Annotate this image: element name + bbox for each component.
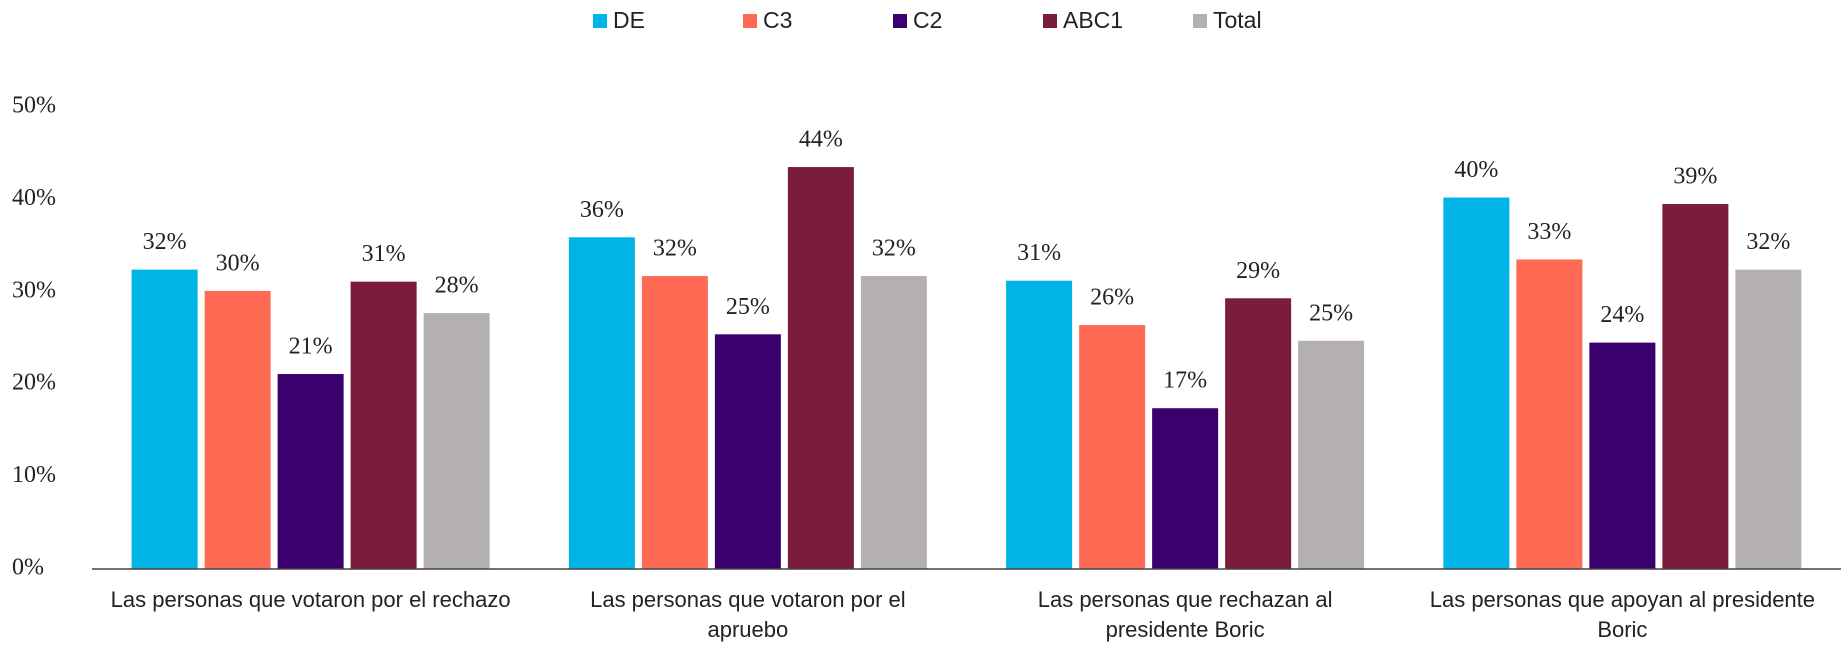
bar <box>277 374 344 569</box>
bar <box>787 167 854 569</box>
data-label: 25% <box>726 294 770 320</box>
legend-swatch <box>1043 14 1057 28</box>
bar <box>1152 408 1219 569</box>
x-tick-label: Las personas que votaron por el rechazo <box>110 587 511 612</box>
bar <box>1589 342 1656 569</box>
y-tick-label: 10% <box>12 462 56 488</box>
bar <box>1079 325 1146 569</box>
bar <box>1443 197 1510 569</box>
bar <box>350 281 417 569</box>
bar <box>1298 340 1365 569</box>
data-label: 17% <box>1163 368 1207 394</box>
bar <box>204 290 271 569</box>
legend-swatch <box>593 14 607 28</box>
data-label: 36% <box>580 197 624 223</box>
bar <box>1516 259 1583 569</box>
legend-label: C3 <box>763 7 792 33</box>
x-tick-label: Las personas que votaron por el apruebo <box>590 587 906 642</box>
bar <box>714 334 781 569</box>
data-label: 28% <box>435 273 479 299</box>
bar <box>641 276 708 569</box>
bar <box>568 237 635 569</box>
y-tick-label: 30% <box>12 277 56 303</box>
bar <box>860 276 927 569</box>
data-label: 32% <box>1746 229 1790 255</box>
data-label: 31% <box>362 241 406 267</box>
data-label: 44% <box>799 127 843 153</box>
bar <box>1225 298 1292 569</box>
y-tick-label: 20% <box>12 370 56 396</box>
bar <box>1735 269 1802 569</box>
x-tick-label: Las personas que rechazan al presidente … <box>1037 587 1333 642</box>
legend-swatch <box>743 14 757 28</box>
data-label: 29% <box>1236 258 1280 284</box>
data-label: 24% <box>1600 302 1644 328</box>
legend-swatch <box>1193 14 1207 28</box>
legend-label: Total <box>1213 7 1262 33</box>
y-tick-label: 0% <box>12 555 44 581</box>
legend-label: ABC1 <box>1063 7 1123 33</box>
data-label: 30% <box>216 250 260 276</box>
y-tick-label: 40% <box>12 185 56 211</box>
bar <box>423 313 490 569</box>
data-label: 39% <box>1673 164 1717 190</box>
y-tick-label: 50% <box>12 93 56 119</box>
bar <box>131 269 198 569</box>
bar <box>1662 204 1729 569</box>
x-tick-label: Las personas que apoyan al presidente Bo… <box>1429 587 1816 642</box>
bar <box>1006 280 1073 569</box>
data-label: 21% <box>289 334 333 360</box>
data-label: 32% <box>653 236 697 262</box>
data-label: 31% <box>1017 240 1061 266</box>
legend-label: C2 <box>913 7 942 33</box>
data-label: 26% <box>1090 285 1134 311</box>
legend-swatch <box>893 14 907 28</box>
data-label: 25% <box>1309 300 1353 326</box>
data-label: 32% <box>143 229 187 255</box>
data-label: 32% <box>872 236 916 262</box>
data-label: 33% <box>1527 219 1571 245</box>
legend-label: DE <box>613 7 645 33</box>
data-label: 40% <box>1454 157 1498 183</box>
